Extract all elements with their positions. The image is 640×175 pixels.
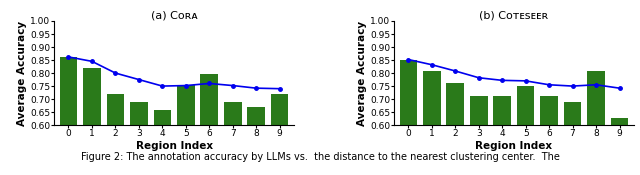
Bar	[611, 118, 628, 175]
Bar	[154, 110, 171, 175]
Bar	[517, 86, 534, 175]
Y-axis label: Average Accuracy: Average Accuracy	[17, 20, 28, 126]
Bar	[177, 85, 195, 175]
Title: (b) Cᴏᴛᴇsᴇᴇʀ: (b) Cᴏᴛᴇsᴇᴇʀ	[479, 10, 548, 20]
Bar	[399, 60, 417, 175]
Bar	[493, 96, 511, 175]
Bar	[447, 83, 464, 175]
X-axis label: Region Index: Region Index	[476, 141, 552, 151]
Text: Figure 2: The annotation accuracy by LLMs vs.  the distance to the nearest clust: Figure 2: The annotation accuracy by LLM…	[81, 152, 559, 162]
Bar	[248, 107, 265, 175]
Bar	[423, 71, 440, 175]
Title: (a) Cᴏʀᴀ: (a) Cᴏʀᴀ	[150, 10, 198, 20]
Bar	[130, 102, 148, 175]
Bar	[470, 96, 488, 175]
Bar	[540, 96, 558, 175]
Bar	[200, 74, 218, 175]
Y-axis label: Average Accuracy: Average Accuracy	[357, 20, 367, 126]
Bar	[60, 57, 77, 175]
Bar	[564, 102, 581, 175]
Bar	[224, 102, 241, 175]
Bar	[107, 94, 124, 175]
Bar	[271, 94, 289, 175]
X-axis label: Region Index: Region Index	[136, 141, 212, 151]
Bar	[83, 68, 100, 175]
Bar	[588, 71, 605, 175]
